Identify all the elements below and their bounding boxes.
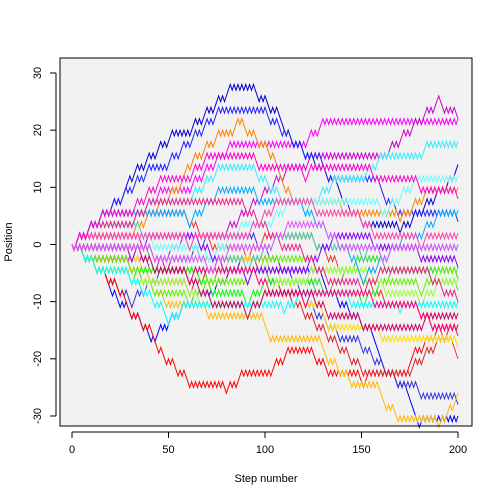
x-tick-label-100: 100 bbox=[256, 444, 274, 456]
walk-series-line-28 bbox=[71, 220, 459, 275]
walk-series-line-27 bbox=[71, 151, 459, 252]
x-tick-label-50: 50 bbox=[162, 444, 174, 456]
y-axis-title: Position bbox=[3, 222, 15, 261]
y-tick-label--10: -10 bbox=[32, 294, 44, 310]
y-tick-label-30: 30 bbox=[32, 67, 44, 79]
plot-area-background bbox=[60, 58, 472, 426]
x-tick-label-150: 150 bbox=[352, 444, 370, 456]
walk-series-line-15 bbox=[71, 242, 459, 309]
x-axis: 0 50 100 150 200 bbox=[69, 431, 467, 456]
walk-series-line-3 bbox=[71, 82, 459, 252]
walk-series-line-24 bbox=[71, 197, 459, 302]
y-tick-label-10: 10 bbox=[32, 181, 44, 193]
y-axis: -30 -20 -10 0 10 20 30 bbox=[32, 67, 57, 424]
x-axis-title: Step number bbox=[235, 473, 298, 485]
x-tick-label-200: 200 bbox=[449, 444, 467, 456]
series-layer bbox=[71, 82, 459, 429]
walk-series-line-25 bbox=[71, 197, 459, 252]
y-tick-label-20: 20 bbox=[32, 124, 44, 136]
y-tick-label--20: -20 bbox=[32, 351, 44, 367]
x-tick-label-0: 0 bbox=[69, 444, 75, 456]
y-tick-label-0: 0 bbox=[32, 241, 44, 247]
y-tick-label--30: -30 bbox=[32, 408, 44, 424]
plot-border bbox=[59, 57, 473, 427]
